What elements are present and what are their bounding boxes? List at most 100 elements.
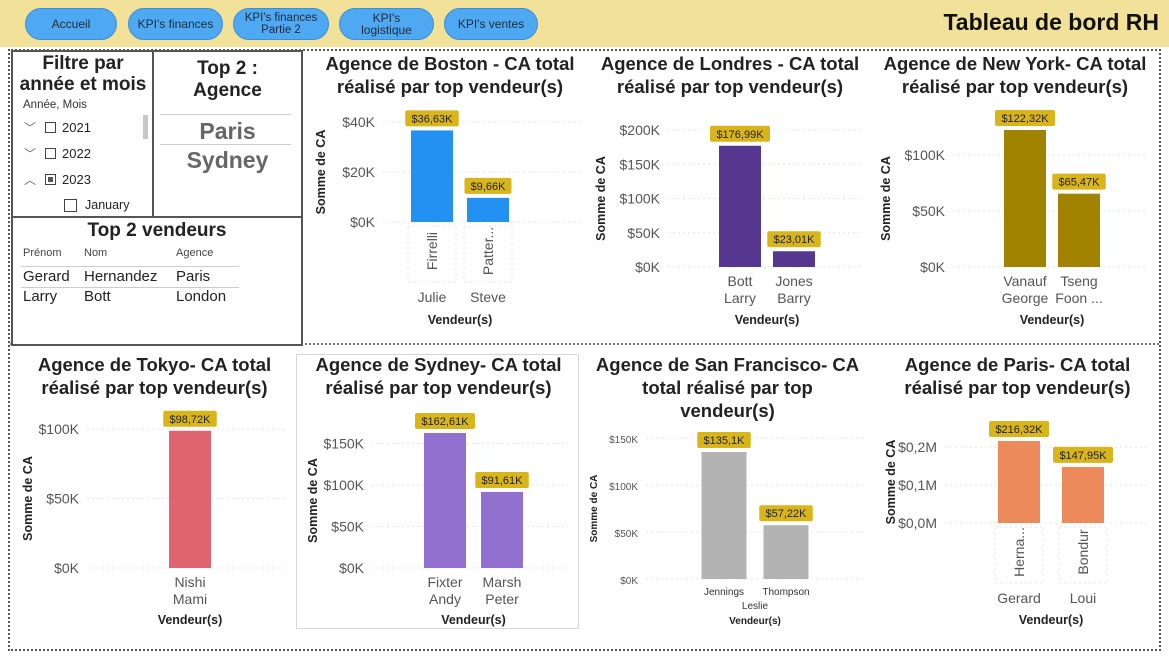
chart-san-francisco[interactable]: Agence de San Francisco- CA total réalisé…	[580, 352, 875, 634]
chart-paris[interactable]: Agence de Paris- CA total réalisé par top…	[875, 352, 1160, 634]
y-axis-label: Somme de CA	[314, 130, 328, 215]
checkbox[interactable]	[45, 122, 56, 133]
slicer-item-2021[interactable]: ﹀ 2021	[23, 120, 91, 135]
top-agencies-title-line2: Agence	[193, 80, 262, 101]
slicer-scrollbar[interactable]	[143, 115, 148, 139]
category-label: Bondur	[1075, 529, 1091, 574]
data-label-background	[163, 410, 217, 427]
divider	[160, 144, 291, 145]
category-label: Bott	[728, 273, 753, 289]
y-tick-label: $50K	[615, 529, 639, 540]
category-label: Loui	[1070, 590, 1096, 606]
bar	[411, 130, 453, 222]
x-axis-label: Vendeur(s)	[158, 613, 223, 627]
y-tick-label: $100K	[39, 421, 80, 437]
category-label: Andy	[429, 591, 461, 607]
category-label-frame	[463, 225, 513, 283]
nav-button-kpi-finances-partie-2[interactable]: KPI's finances Partie 2	[233, 8, 329, 40]
nav-button-label-line1: KPI's finances	[244, 12, 318, 24]
slicer-item-january[interactable]: January	[64, 198, 129, 212]
column-header-prenom[interactable]: Prénom	[23, 247, 62, 259]
chart-boston[interactable]: Agence de Boston - CA total réalisé par t…	[305, 52, 595, 332]
y-axis-label: Somme de CA	[879, 156, 893, 241]
chart-title: réalisé par top vendeur(s)	[337, 76, 563, 97]
bar	[763, 525, 809, 579]
chart-new-york[interactable]: Agence de New York- CA total réalisé par …	[870, 52, 1160, 332]
category-label: Firrelli	[424, 232, 440, 270]
slicer-item-2023[interactable]: ︿ 2023	[23, 172, 91, 187]
chart-title: réalisé par top vendeur(s)	[325, 377, 551, 398]
nav-button-label-line2: Partie 2	[261, 24, 301, 36]
chart-tokyo[interactable]: Agence de Tokyo- CA total réalisé par top…	[12, 352, 297, 634]
chart-title: Agence de San Francisco- CA	[596, 354, 859, 375]
slicer-item-label: 2022	[62, 146, 91, 161]
bar	[424, 433, 466, 568]
divider	[160, 114, 291, 115]
chevron-up-icon[interactable]: ︿	[23, 172, 36, 187]
x-axis-label: Vendeur(s)	[1020, 313, 1085, 327]
data-label-background	[475, 471, 529, 488]
category-label: Jennings	[704, 587, 744, 598]
nav-button-kpi-finances[interactable]: KPI's finances	[128, 8, 223, 40]
bar	[1058, 193, 1100, 267]
data-label: $98,72K	[170, 414, 212, 426]
dashboard-title: Tableau de bord RH	[943, 9, 1159, 35]
table-cell: Gerard	[23, 268, 70, 285]
y-axis-label: Somme de CA	[594, 156, 608, 241]
checkbox[interactable]	[64, 198, 77, 212]
nav-button-kpi-logistique[interactable]: KPI's logistique	[339, 8, 434, 40]
data-label-background	[405, 110, 459, 127]
bar	[1062, 466, 1104, 523]
slicer-item-2022[interactable]: ﹀ 2022	[23, 146, 91, 161]
slicer-item-label: January	[85, 198, 130, 212]
category-label-frame	[407, 225, 457, 283]
category-label: Thompson	[762, 587, 809, 598]
checkbox[interactable]	[45, 148, 56, 159]
table-cell: Bott	[84, 288, 111, 305]
nav-button-kpi-ventes[interactable]: KPI's ventes	[444, 8, 538, 40]
nav-button-accueil[interactable]: Accueil	[25, 8, 117, 40]
y-tick-label: $100K	[324, 477, 365, 493]
data-label: $9,66K	[471, 181, 507, 193]
column-header-nom[interactable]: Nom	[84, 247, 108, 259]
frame-left-line	[8, 49, 10, 651]
data-label: $23,01K	[774, 234, 816, 246]
category-label: Nishi	[174, 574, 205, 590]
x-axis-label: Vendeur(s)	[735, 313, 800, 327]
divider	[21, 266, 239, 267]
chart-sydney[interactable]: Agence de Sydney- CA total réalisé par to…	[297, 352, 580, 634]
data-label-background	[989, 421, 1049, 437]
x-axis-label: Vendeur(s)	[441, 613, 506, 627]
category-label: Larry	[724, 290, 756, 306]
chevron-down-icon[interactable]: ﹀	[23, 146, 36, 161]
y-tick-label: $0K	[54, 560, 80, 576]
category-label: Julie	[418, 289, 447, 305]
category-label-frame	[994, 526, 1044, 584]
bar	[998, 441, 1040, 523]
category-label: George	[1002, 290, 1049, 306]
category-label: Steve	[470, 289, 506, 305]
data-label: $135,1K	[704, 435, 746, 447]
y-tick-label: $20K	[342, 164, 375, 180]
y-tick-label: $150K	[324, 435, 365, 451]
category-label: Mami	[173, 591, 207, 607]
y-tick-label: $100K	[609, 482, 638, 493]
column-header-agence[interactable]: Agence	[176, 247, 214, 259]
slicer-item-label: 2021	[62, 120, 91, 135]
y-tick-label: $0,1M	[898, 477, 937, 493]
table-cell: London	[176, 288, 227, 305]
row-separator	[10, 343, 1159, 345]
chart-londres[interactable]: Agence de Londres - CA total réalisé par …	[585, 52, 875, 332]
chart-title: réalisé par top vendeur(s)	[41, 377, 267, 398]
chevron-down-icon[interactable]: ﹀	[23, 120, 36, 135]
y-tick-label: $50K	[46, 491, 79, 507]
table-cell: Larry	[23, 288, 58, 305]
y-tick-label: $0,0M	[898, 515, 937, 531]
bar	[701, 452, 747, 579]
y-tick-label: $200K	[620, 122, 661, 138]
checkbox-partial[interactable]	[45, 174, 56, 185]
bar	[169, 430, 211, 568]
